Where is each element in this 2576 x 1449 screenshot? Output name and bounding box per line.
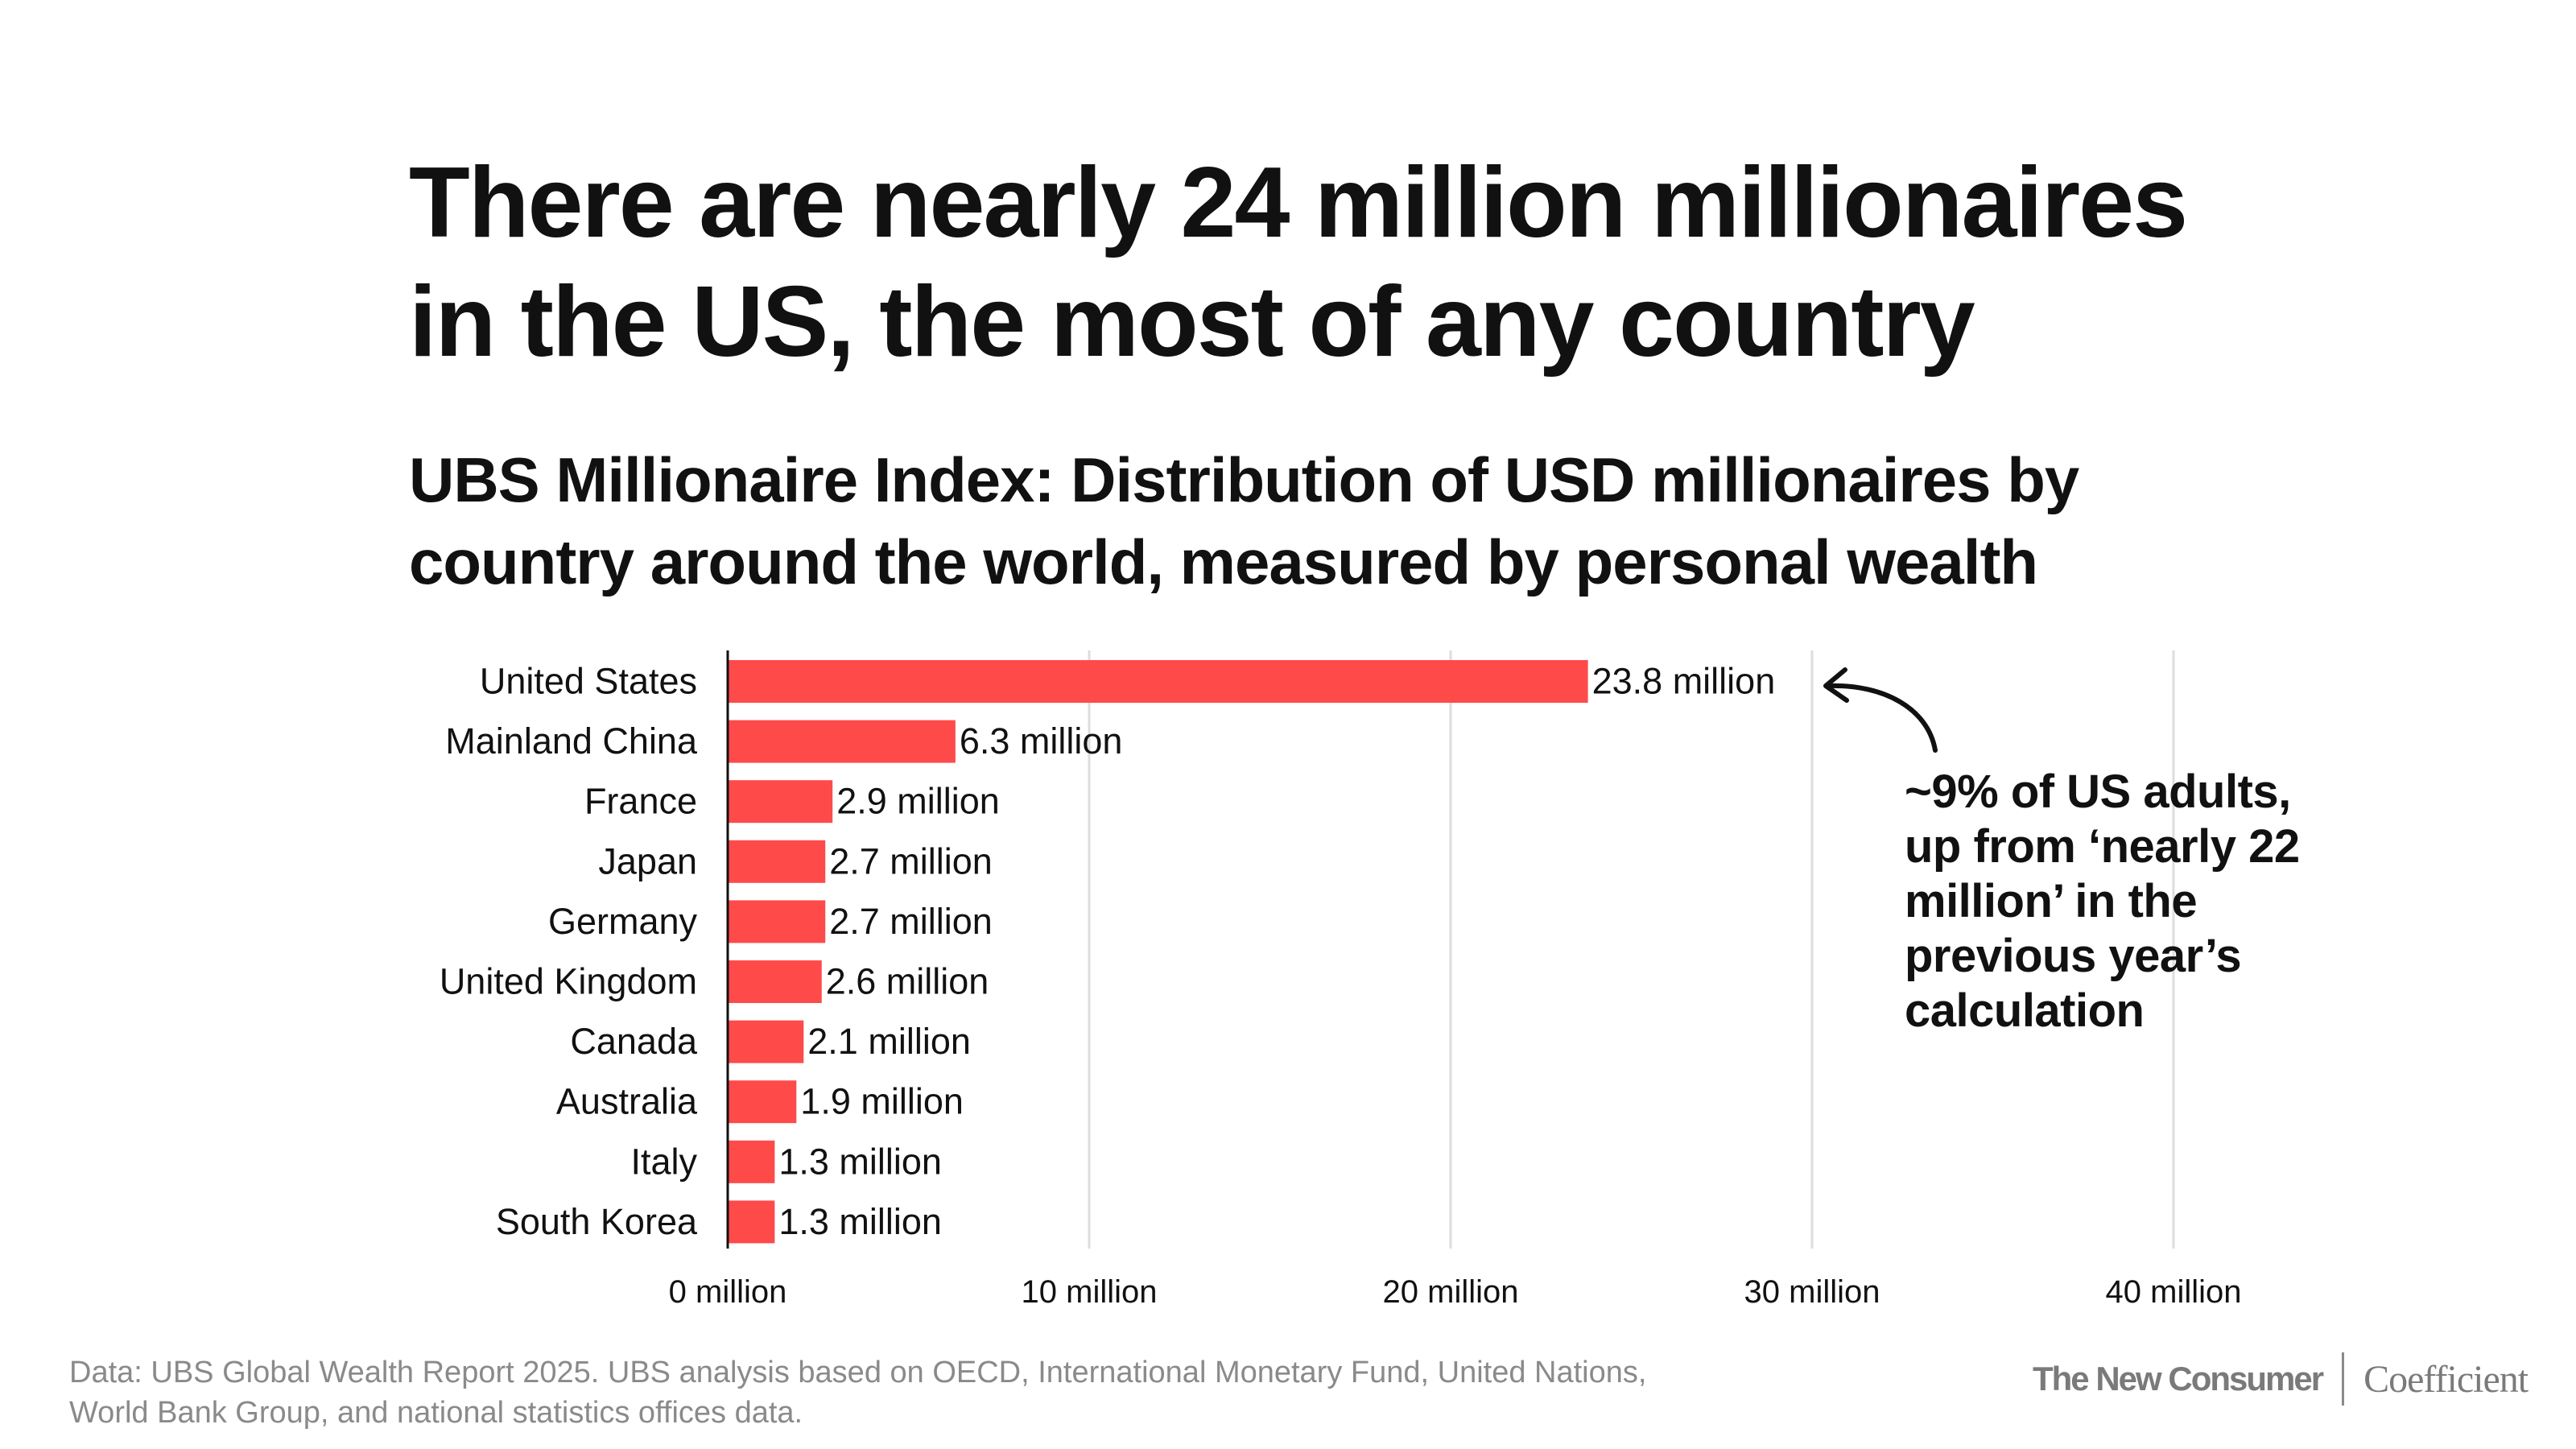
bar: [728, 660, 1588, 703]
x-tick-label: 30 million: [1744, 1274, 1880, 1310]
category-label: Mainland China: [445, 720, 698, 762]
bar: [728, 720, 956, 763]
bar: [728, 1080, 797, 1124]
data-label: 2.1 million: [807, 1021, 971, 1062]
annotation-arrow: [1827, 683, 1938, 753]
data-label: 2.7 million: [829, 901, 993, 942]
data-label: 23.8 million: [1592, 661, 1776, 702]
bar: [728, 780, 833, 824]
bar: [728, 1200, 775, 1244]
data-label: 6.3 million: [960, 720, 1123, 762]
annotation-text: ~9% of US adults, up from ‘nearly 22 mil…: [1905, 766, 2300, 1037]
category-label: Italy: [630, 1141, 697, 1182]
data-label: 2.7 million: [829, 840, 993, 881]
bar: [728, 900, 826, 943]
category-label: United Kingdom: [440, 961, 697, 1002]
the-new-consumer-logo: The New Consumer: [2033, 1360, 2324, 1397]
bar: [728, 1020, 804, 1063]
x-tick-label: 40 million: [2106, 1274, 2242, 1310]
source-note: Data: UBS Global Wealth Report 2025. UBS…: [69, 1352, 1840, 1433]
category-label: Japan: [598, 840, 697, 881]
data-label: 1.3 million: [778, 1141, 942, 1182]
data-label: 2.6 million: [826, 961, 989, 1002]
bar: [728, 840, 826, 883]
source-line-1: Data: UBS Global Wealth Report 2025. UBS…: [69, 1356, 1647, 1389]
category-label: United States: [480, 661, 697, 702]
bar: [728, 1140, 775, 1183]
coefficient-logo: Coefficient: [2363, 1357, 2529, 1401]
category-label: South Korea: [496, 1201, 698, 1242]
data-label: 1.9 million: [800, 1081, 964, 1122]
chart-subtitle: UBS Millionaire Index: Distribution of U…: [409, 444, 2079, 597]
x-tick-label: 10 million: [1022, 1274, 1158, 1310]
logo-divider: [2342, 1352, 2345, 1406]
chart-title: There are nearly 24 million millionaires…: [409, 147, 2188, 378]
data-label: 1.3 million: [778, 1201, 942, 1242]
category-label: Canada: [570, 1021, 698, 1062]
category-label: Germany: [548, 901, 698, 942]
category-label: France: [584, 781, 697, 822]
source-line-2: World Bank Group, and national statistic…: [69, 1396, 803, 1430]
data-label: 2.9 million: [836, 781, 1000, 822]
annotation-arrowhead: [1823, 667, 1849, 703]
x-tick-label: 20 million: [1383, 1274, 1519, 1310]
x-tick-label: 0 million: [669, 1274, 787, 1310]
category-label: Australia: [556, 1081, 698, 1122]
bar: [728, 960, 822, 1003]
logos: The New Consumer Coefficient: [2033, 1351, 2529, 1407]
